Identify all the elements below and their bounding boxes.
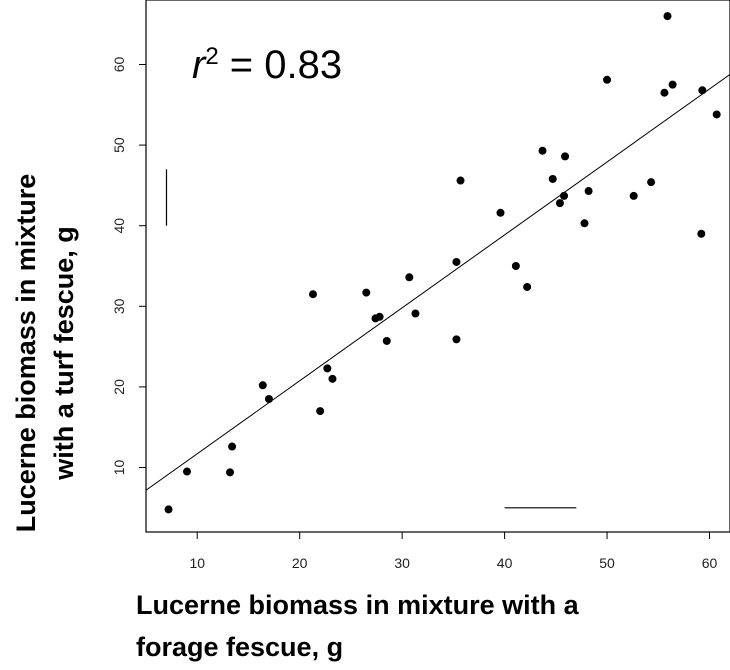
data-point (712, 110, 721, 119)
data-point (323, 364, 332, 373)
regression-line (146, 73, 730, 491)
data-point (264, 395, 273, 403)
data-point (362, 288, 371, 297)
data-point (660, 88, 669, 97)
x-axis-ticks: 10 20 30 40 50 60 (189, 532, 718, 571)
data-point (411, 309, 420, 318)
data-point (382, 336, 391, 345)
data-point (375, 312, 384, 321)
x-tick-label: 50 (599, 555, 615, 571)
y-tick-label: 20 (111, 379, 127, 395)
data-point (452, 335, 461, 344)
y-tick-label: 50 (111, 137, 127, 153)
data-point (560, 191, 569, 200)
x-tick-label: 10 (189, 555, 205, 571)
data-point (629, 191, 638, 200)
data-point (456, 176, 465, 185)
data-point (698, 86, 707, 95)
y-axis-ticks: 10 20 30 40 50 60 (111, 56, 146, 475)
x-axis-title-line-2: forage fescue, g (136, 632, 343, 662)
data-point (561, 152, 570, 161)
data-point (603, 75, 612, 84)
y-tick-label: 40 (111, 218, 127, 234)
y-axis-title-line-2: with a turf fescue, g (49, 226, 79, 481)
data-point (663, 12, 672, 21)
data-point (647, 178, 656, 187)
plot-marks (146, 12, 730, 514)
plot-frame (145, 0, 730, 533)
data-point (555, 199, 564, 208)
data-point (258, 381, 267, 390)
data-point (405, 273, 414, 282)
data-point (511, 262, 520, 270)
data-point (226, 468, 235, 477)
data-point (328, 374, 337, 383)
y-tick-label: 30 (111, 298, 127, 314)
x-tick-label: 30 (394, 555, 410, 571)
data-point (668, 80, 677, 89)
data-point (164, 505, 173, 514)
data-point (548, 174, 557, 183)
y-tick-label: 60 (111, 56, 127, 72)
data-point (496, 208, 505, 217)
x-tick-label: 40 (497, 555, 513, 571)
data-point (228, 442, 237, 451)
r-squared-annotation: r2 = 0.83 (192, 43, 342, 87)
data-point (580, 219, 589, 228)
data-point (538, 146, 547, 155)
data-point (309, 290, 318, 299)
x-axis-title-line-1: Lucerne biomass in mixture with a (136, 590, 580, 620)
data-point (584, 187, 593, 196)
data-point (182, 467, 191, 476)
data-point (452, 257, 461, 266)
data-point (523, 282, 532, 291)
data-point (697, 229, 706, 238)
x-tick-label: 20 (292, 555, 308, 571)
data-point (316, 407, 325, 416)
y-tick-label: 10 (111, 460, 127, 476)
x-tick-label: 60 (702, 555, 718, 571)
y-axis-title-line-1: Lucerne biomass in mixture (11, 174, 41, 533)
